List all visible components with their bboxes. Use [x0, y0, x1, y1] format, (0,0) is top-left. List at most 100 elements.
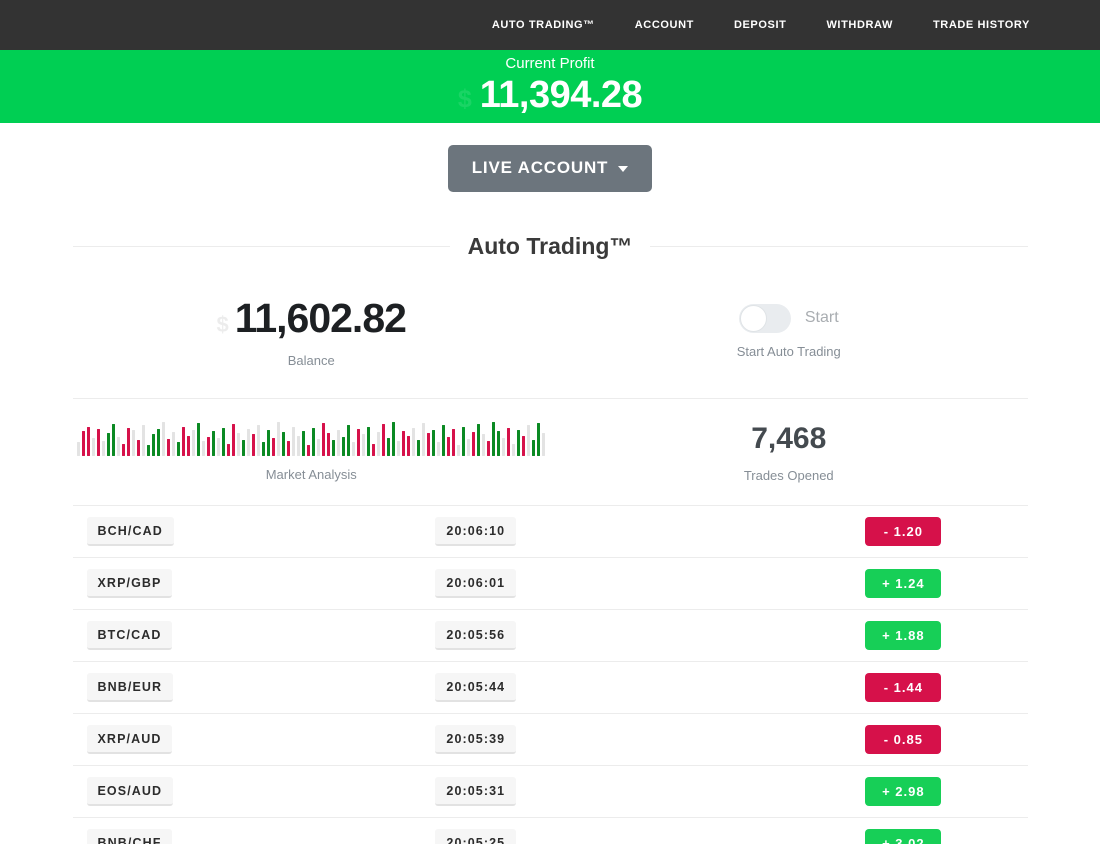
trades-opened-value: 7,468: [751, 422, 827, 455]
auto-trading-caption: Start Auto Trading: [736, 343, 841, 359]
status-badge: - 0.85: [865, 725, 942, 754]
market-analysis-bar: [302, 431, 306, 456]
current-profit-label: Current Profit: [505, 55, 595, 72]
market-analysis-bar: [512, 443, 516, 456]
market-analysis-bar: [177, 442, 181, 456]
market-analysis-bar: [397, 441, 401, 456]
market-analysis-bar: [417, 440, 421, 456]
market-analysis-bar: [372, 443, 376, 456]
market-analysis-bar: [152, 434, 156, 456]
trade-time-cell: 20:05:31: [435, 777, 779, 806]
trade-pair-chip: BNB/CHF: [86, 829, 173, 844]
market-analysis-bar: [347, 425, 351, 456]
market-analysis-stat: Market Analysis: [73, 421, 551, 483]
market-analysis-bar: [472, 432, 476, 456]
market-analysis-bar: [357, 428, 361, 456]
table-row: BNB/EUR 20:05:44 - 1.44: [72, 662, 1028, 714]
nav-withdraw[interactable]: Withdraw: [826, 19, 893, 31]
trade-pair-cell: BNB/EUR: [73, 673, 436, 702]
table-row: BNB/CHF 20:05:25 + 3.02: [73, 818, 1028, 844]
nav-auto-trading[interactable]: Auto Trading™: [491, 19, 595, 31]
trade-time-chip: 20:06:01: [435, 569, 517, 598]
trades-opened-stat: 7,468 Trades Opened: [550, 421, 1028, 483]
heading-rule-left: [72, 246, 450, 247]
trade-time-cell: 20:05:25: [435, 829, 779, 844]
balance-value: 11,602.82: [234, 295, 407, 341]
market-analysis-bar: [467, 439, 471, 456]
market-analysis-bar: [332, 440, 336, 456]
market-analysis-bar: [242, 440, 246, 456]
table-row: BCH/CAD 20:06:10 - 1.20: [72, 506, 1028, 558]
current-profit-value: 11,394.28: [479, 74, 643, 116]
account-selector-bar: LIVE ACCOUNT: [0, 123, 1100, 192]
toggle-state-label: Start: [804, 309, 839, 326]
market-analysis-bar: [342, 436, 346, 456]
market-analysis-bar: [117, 436, 121, 456]
market-analysis-bar: [367, 426, 371, 456]
main-content: Auto Trading™ $ 11,602.82 Balance Start …: [72, 192, 1028, 844]
market-analysis-bar: [482, 434, 486, 456]
market-analysis-bar: [442, 425, 446, 456]
market-analysis-bar: [507, 427, 511, 456]
balance-value-group: $ 11,602.82: [216, 294, 407, 342]
market-analysis-caption: Market Analysis: [265, 467, 357, 482]
toggle-line: Start: [738, 303, 839, 333]
market-analysis-bar: [477, 424, 481, 456]
market-analysis-bar: [267, 429, 271, 456]
market-analysis-bar: [262, 442, 266, 456]
market-analysis-chart: [77, 422, 546, 456]
trade-time-cell: 20:05:56: [435, 621, 779, 650]
auto-trading-toggle-stat: Start Start Auto Trading: [550, 294, 1028, 368]
market-analysis-bar: [202, 441, 206, 456]
market-analysis-bar: [127, 427, 131, 456]
trades-opened-caption: Trades Opened: [743, 468, 834, 483]
market-analysis-bar: [462, 426, 466, 456]
live-account-dropdown-button[interactable]: LIVE ACCOUNT: [447, 145, 653, 192]
market-analysis-bar: [537, 423, 541, 456]
trade-list: BCH/CAD 20:06:10 - 1.20 XRP/GBP 20:06:01 + 1.…: [72, 506, 1028, 844]
market-analysis-bar: [77, 442, 81, 456]
stats-row-secondary: Market Analysis 7,468 Trades Opened: [72, 399, 1028, 506]
trade-pair-chip: XRP/AUD: [86, 725, 173, 754]
trade-profit-cell: + 2.98: [779, 777, 1027, 806]
nav-items: Auto Trading™ Account Deposit Withdraw Trade…: [452, 19, 1030, 31]
market-analysis-bar: [182, 426, 186, 456]
trade-pair-chip: BTC/CAD: [86, 621, 173, 650]
market-analysis-bar: [197, 423, 201, 456]
market-analysis-bar: [192, 429, 196, 456]
nav-account[interactable]: Account: [634, 19, 694, 31]
market-analysis-bar: [432, 429, 436, 456]
market-analysis-bar: [247, 428, 251, 456]
market-analysis-bar: [487, 441, 491, 456]
trade-pair-chip: BCH/CAD: [86, 517, 174, 546]
trade-time-cell: 20:05:44: [435, 673, 779, 702]
market-analysis-bar: [142, 425, 146, 456]
market-analysis-bar: [102, 441, 106, 456]
trade-pair-chip: XRP/GBP: [86, 569, 173, 598]
table-row: XRP/AUD 20:05:39 - 0.85: [72, 714, 1028, 766]
trade-time-chip: 20:05:56: [435, 621, 517, 650]
nav-trade-history[interactable]: Trade History: [932, 19, 1030, 31]
top-navigation-bar: Auto Trading™ Account Deposit Withdraw Trade…: [0, 0, 1100, 50]
market-analysis-bar: [282, 432, 286, 456]
market-analysis-bar: [447, 436, 451, 456]
heading-rule-right: [650, 246, 1028, 247]
market-analysis-bar: [362, 434, 366, 456]
market-analysis-bar: [162, 422, 166, 456]
market-analysis-bar: [402, 431, 406, 456]
market-analysis-bar: [122, 443, 126, 456]
market-analysis-bar: [287, 441, 291, 456]
balance-caption: Balance: [287, 353, 335, 368]
trade-profit-cell: - 1.44: [779, 673, 1027, 702]
balance-stat: $ 11,602.82 Balance: [73, 294, 551, 368]
market-analysis-bar: [212, 431, 216, 456]
auto-trading-toggle[interactable]: [738, 303, 791, 333]
currency-symbol-icon: $: [216, 312, 229, 337]
market-analysis-bar: [167, 439, 171, 456]
market-analysis-bar: [272, 437, 276, 456]
market-analysis-bar: [172, 432, 176, 456]
status-badge: + 1.88: [865, 621, 942, 650]
market-analysis-bar: [322, 423, 326, 456]
nav-deposit[interactable]: Deposit: [733, 19, 787, 31]
market-analysis-bar: [542, 433, 546, 456]
